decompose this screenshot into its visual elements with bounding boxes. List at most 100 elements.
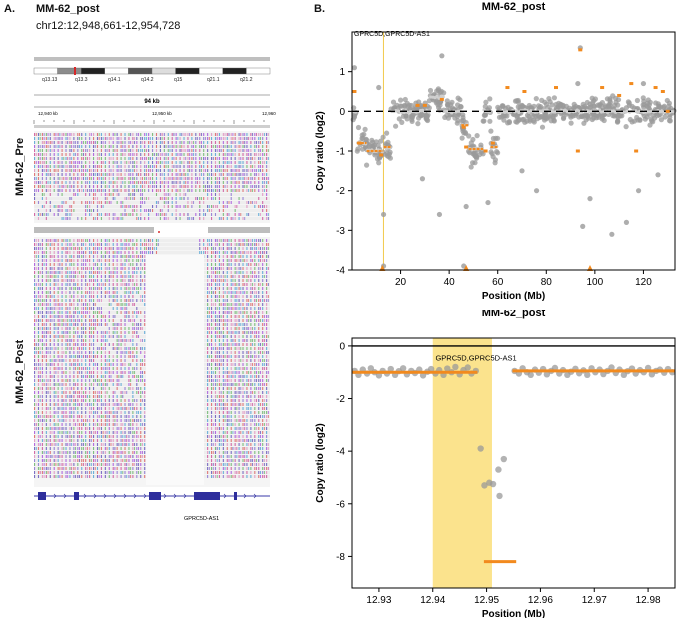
read-mismatch: [98, 213, 100, 216]
read-mismatch: [207, 255, 209, 258]
read-mismatch: [262, 133, 264, 136]
read-mismatch: [153, 247, 155, 250]
read-mismatch: [112, 367, 114, 370]
read-mismatch: [250, 255, 252, 258]
read-mismatch: [106, 383, 108, 386]
read-mismatch: [244, 311, 246, 314]
read-mismatch: [110, 193, 112, 196]
read-mismatch: [224, 275, 226, 278]
read-mismatch: [77, 323, 79, 326]
read-mismatch: [122, 363, 124, 366]
read-mismatch: [53, 177, 55, 180]
read-mismatch: [112, 403, 114, 406]
read-mismatch: [208, 363, 210, 366]
read-mismatch: [73, 323, 75, 326]
read-mismatch: [96, 189, 99, 192]
read-mismatch: [181, 173, 183, 176]
read-mismatch: [89, 209, 91, 212]
read-mismatch: [100, 391, 102, 394]
read-mismatch: [81, 291, 83, 294]
read-mismatch: [246, 315, 248, 318]
read-mismatch: [81, 411, 83, 414]
read-mismatch: [61, 383, 63, 386]
read-mismatch: [159, 133, 161, 136]
read-mismatch: [212, 251, 214, 254]
read-mismatch: [228, 383, 230, 386]
read-mismatch: [266, 197, 268, 200]
read-mismatch: [47, 387, 49, 390]
read-mismatch: [96, 295, 99, 298]
read-mismatch: [211, 209, 213, 212]
read-mismatch: [110, 181, 112, 184]
read-mismatch: [45, 299, 47, 302]
read-row: [34, 213, 270, 216]
read-mismatch: [49, 209, 51, 212]
read-mismatch: [49, 315, 51, 318]
read-mismatch: [144, 145, 146, 148]
read-mismatch: [85, 291, 87, 294]
read-mismatch: [120, 279, 122, 282]
read-mismatch: [93, 355, 95, 358]
read-mismatch: [258, 335, 260, 338]
read-mismatch: [238, 347, 240, 350]
read-mismatch: [214, 279, 217, 282]
read-mismatch: [53, 391, 55, 394]
read-mismatch: [61, 327, 63, 330]
read-mismatch: [57, 311, 59, 314]
read-mismatch: [148, 213, 150, 216]
read-mismatch: [134, 287, 136, 290]
read-mismatch: [138, 327, 139, 330]
read-mismatch: [34, 319, 36, 322]
read-mismatch: [37, 423, 40, 426]
read-mismatch: [152, 165, 154, 168]
read-mismatch: [183, 197, 185, 200]
read-mismatch: [124, 407, 126, 410]
read-mismatch: [212, 197, 214, 200]
read-mismatch: [124, 419, 126, 422]
read-mismatch: [96, 169, 99, 172]
read-mismatch: [79, 367, 80, 370]
read-mismatch: [63, 133, 65, 136]
read-mismatch: [57, 185, 59, 188]
read-mismatch: [173, 133, 175, 136]
read-mismatch: [246, 379, 248, 382]
read-mismatch: [37, 371, 40, 374]
read-mismatch: [37, 145, 40, 148]
read-mismatch: [65, 311, 67, 314]
read-mismatch: [207, 431, 209, 434]
read-mismatch: [93, 327, 95, 330]
read-mismatch: [155, 189, 158, 192]
read-mismatch: [79, 335, 80, 338]
read-mismatch: [238, 137, 240, 140]
read-mismatch: [152, 177, 154, 180]
read-mismatch: [250, 295, 252, 298]
read-mismatch: [242, 343, 244, 346]
read-mismatch: [254, 423, 256, 426]
read-mismatch: [77, 363, 79, 366]
read-mismatch: [63, 201, 65, 204]
read-mismatch: [104, 291, 106, 294]
read-mismatch: [208, 185, 210, 188]
read-mismatch: [75, 193, 77, 196]
read-mismatch: [96, 383, 99, 386]
read-mismatch: [244, 419, 246, 422]
read-mismatch: [155, 169, 158, 172]
read-mismatch: [53, 137, 55, 140]
read-mismatch: [214, 295, 217, 298]
read-mismatch: [214, 363, 217, 366]
read-mismatch: [57, 271, 59, 274]
read-mismatch: [67, 331, 69, 334]
read-mismatch: [220, 331, 222, 334]
read-mismatch: [37, 247, 40, 250]
read-mismatch: [230, 189, 232, 192]
read-mismatch: [267, 319, 269, 322]
read-mismatch: [258, 371, 260, 374]
read-mismatch: [254, 205, 256, 208]
read-mismatch: [161, 153, 163, 156]
read-mismatch: [258, 395, 260, 398]
read-mismatch: [242, 407, 244, 410]
read-mismatch: [104, 267, 106, 270]
read-mismatch: [41, 331, 43, 334]
read-mismatch: [57, 181, 59, 184]
read-mismatch: [41, 161, 43, 164]
